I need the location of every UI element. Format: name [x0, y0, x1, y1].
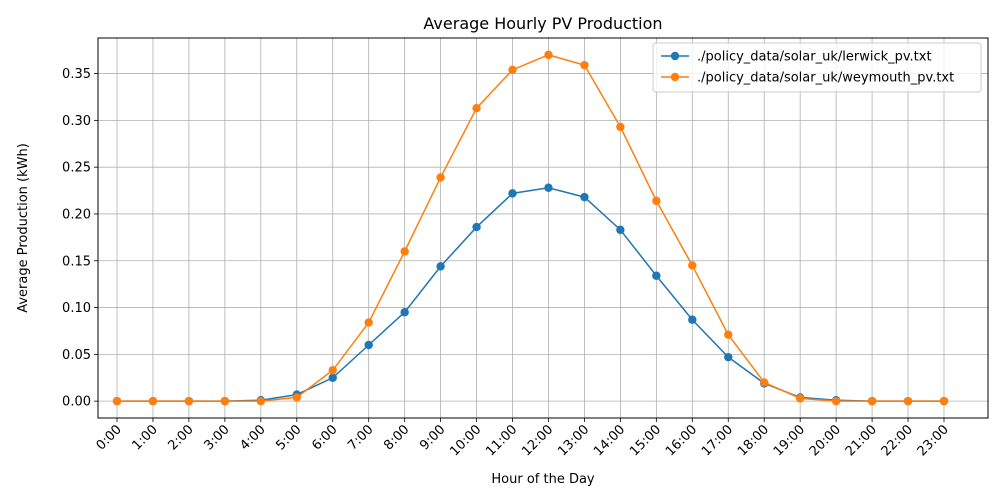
legend-label: ./policy_data/solar_uk/lerwick_pv.txt	[697, 50, 932, 65]
y-tick-label: 0.20	[62, 207, 91, 222]
data-point	[220, 396, 230, 406]
data-point	[795, 394, 805, 403]
data-point	[760, 378, 769, 387]
series-weymouth	[112, 50, 949, 406]
chart-title: Average Hourly PV Production	[423, 14, 662, 33]
data-point	[688, 315, 697, 324]
legend-marker	[670, 51, 680, 61]
data-point	[580, 60, 589, 70]
data-point	[400, 247, 409, 256]
y-tick-label: 0.25	[62, 161, 91, 176]
data-point	[724, 352, 733, 362]
y-axis-title: Average Production (kWh)	[16, 143, 31, 313]
x-axis-title: Hour of the Day	[491, 472, 595, 487]
data-point	[652, 271, 661, 280]
data-point	[831, 396, 841, 406]
data-point	[436, 173, 445, 182]
data-point	[580, 192, 589, 202]
data-point	[148, 396, 158, 406]
y-axis: 0.00 0.05 0.10 0.15 0.20 0.25 0.30 0.35	[62, 67, 98, 410]
data-point	[544, 183, 553, 192]
data-point	[616, 122, 625, 132]
y-tick-label: 0.00	[62, 395, 91, 410]
data-point	[939, 396, 949, 406]
data-point	[256, 396, 266, 406]
grid	[98, 38, 988, 418]
plot-frame	[97, 37, 989, 419]
data-point	[688, 261, 697, 270]
data-point	[184, 396, 194, 406]
data-point	[544, 50, 553, 60]
data-point	[903, 396, 913, 406]
data-point	[364, 340, 373, 350]
data-point	[616, 225, 625, 235]
legend: ./policy_data/solar_uk/lerwick_pv.txt ./p…	[652, 42, 982, 93]
data-point	[508, 189, 517, 198]
y-tick-label: 0.15	[62, 254, 91, 269]
data-point	[508, 65, 517, 75]
series-layer	[112, 50, 949, 406]
data-point	[472, 103, 481, 113]
data-point	[364, 318, 373, 327]
data-point	[436, 262, 445, 271]
data-point	[400, 308, 409, 317]
data-point	[724, 330, 733, 339]
series-line	[117, 186, 944, 402]
data-point	[292, 393, 301, 402]
legend-marker	[670, 72, 680, 82]
y-tick-label: 0.35	[62, 67, 91, 82]
y-tick-label: 0.10	[62, 301, 91, 316]
data-point	[328, 366, 337, 375]
legend-box	[652, 42, 982, 93]
data-point	[652, 196, 661, 206]
y-tick-label: 0.05	[62, 348, 91, 363]
legend-entry: ./policy_data/solar_uk/weymouth_pv.txt	[661, 71, 954, 86]
y-tick-label: 0.30	[62, 114, 91, 129]
data-point	[112, 396, 122, 406]
data-point	[867, 396, 877, 406]
data-point	[472, 222, 481, 232]
legend-entry: ./policy_data/solar_uk/lerwick_pv.txt	[661, 50, 932, 65]
data-point	[328, 373, 337, 382]
legend-label: ./policy_data/solar_uk/weymouth_pv.txt	[697, 71, 954, 86]
series-line	[117, 54, 944, 402]
